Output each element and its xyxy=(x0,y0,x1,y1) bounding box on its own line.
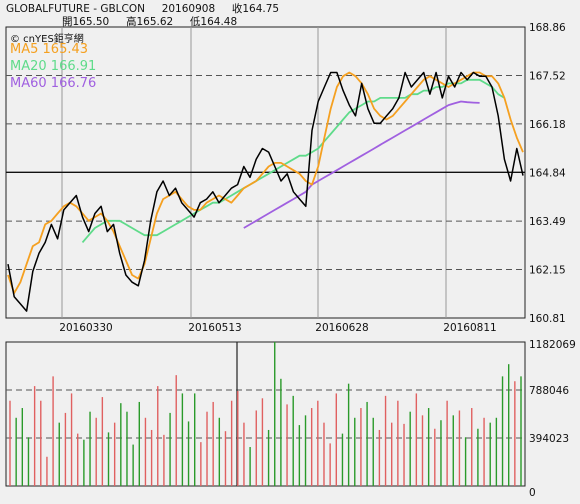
y-tick-label: 163.49 xyxy=(529,216,566,228)
volume-tick-label: 0 xyxy=(529,487,536,499)
legend-ma20-value: 166.91 xyxy=(50,59,97,74)
open-label: 開 xyxy=(62,16,73,28)
legend-ma20: MA20 166.91 xyxy=(10,59,96,74)
y-tick-label: 162.15 xyxy=(529,265,566,277)
legend-ma5-label: MA5 xyxy=(10,42,39,57)
symbol-label: GLOBALFUTURE - GBLCON xyxy=(6,3,145,15)
high-value: 165.62 xyxy=(136,16,174,28)
volume-tick-label: 1182069 xyxy=(529,339,576,351)
high-label: 高 xyxy=(125,16,137,28)
x-tick-label: 20160811 xyxy=(443,322,496,334)
x-tick-label: 20160513 xyxy=(188,322,241,334)
y-tick-label: 166.18 xyxy=(529,119,566,131)
low-value: 164.48 xyxy=(200,16,238,28)
price-line xyxy=(7,71,524,312)
volume-panel-frame xyxy=(5,341,526,487)
header-line-1: GLOBALFUTURE - GBLCON 20160908 收164.75 xyxy=(6,1,279,16)
low-label: 低 xyxy=(189,16,201,28)
open-value: 165.50 xyxy=(72,16,110,28)
y-tick-label: 164.84 xyxy=(529,167,566,179)
volume-tick-label: 394023 xyxy=(529,433,569,445)
legend-ma60: MA60 166.76 xyxy=(10,76,96,91)
legend-ma60-value: 166.76 xyxy=(50,76,97,91)
legend-ma20-label: MA20 xyxy=(10,59,47,74)
brand-label: © cnYES鉅亨網 xyxy=(10,34,84,45)
legend-ma5: MA5 165.43 xyxy=(10,42,88,57)
ma60-line xyxy=(243,100,480,229)
y-tick-label: 167.52 xyxy=(529,70,566,82)
x-tick-label: 20160628 xyxy=(315,322,368,334)
close-label: 收 xyxy=(231,3,243,15)
legend-ma60-label: MA60 xyxy=(10,76,47,91)
legend-ma5-value: 165.43 xyxy=(42,42,89,57)
header-line-2: 開165.50 高165.62 低164.48 xyxy=(62,14,237,29)
ma20-line xyxy=(81,78,505,243)
y-tick-label: 168.86 xyxy=(529,22,566,34)
date-label: 20160908 xyxy=(161,3,216,15)
y-tick-label: 160.81 xyxy=(529,313,566,325)
volume-tick-label: 788046 xyxy=(529,385,569,397)
close-value: 164.75 xyxy=(242,3,280,15)
x-tick-label: 20160330 xyxy=(59,322,112,334)
